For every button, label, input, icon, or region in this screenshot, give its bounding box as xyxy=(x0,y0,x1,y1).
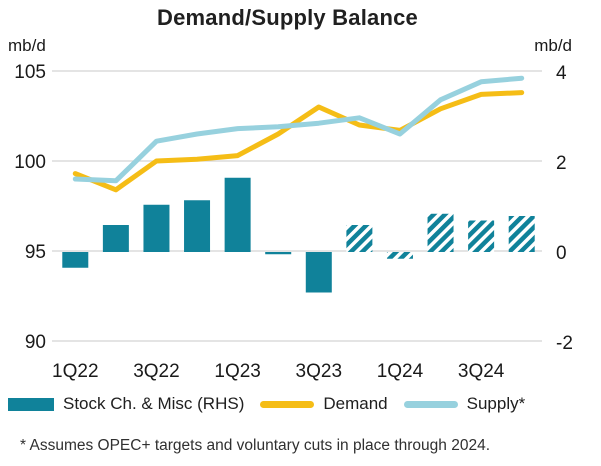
bar-3q22 xyxy=(143,204,170,252)
svg-text:4: 4 xyxy=(556,63,567,84)
legend-item-supply: Supply* xyxy=(403,394,526,414)
svg-text:100: 100 xyxy=(14,152,46,173)
demand-line-swatch-icon xyxy=(260,400,315,408)
svg-text:105: 105 xyxy=(14,62,46,83)
legend: Stock Ch. & Misc (RHS) Demand Supply* xyxy=(8,393,525,415)
plot-area: 105 100 95 90 4 2 0 -2 1Q22 3Q22 1Q23 3Q23 1Q24 3Q24 xyxy=(14,62,573,382)
svg-text:3Q24: 3Q24 xyxy=(458,361,505,382)
legend-label-stock-change: Stock Ch. & Misc (RHS) xyxy=(63,394,245,413)
svg-text:-2: -2 xyxy=(556,333,573,354)
footnote: * Assumes OPEC+ targets and voluntary cu… xyxy=(20,437,491,454)
svg-text:2: 2 xyxy=(556,153,567,174)
svg-text:0: 0 xyxy=(556,243,567,264)
svg-text:3Q22: 3Q22 xyxy=(133,361,179,382)
left-axis-unit-label: mb/d xyxy=(8,36,46,55)
bar-3q24 xyxy=(468,220,495,252)
bar-1q24 xyxy=(386,252,413,259)
supply-line-swatch-icon xyxy=(403,400,458,408)
right-axis-ticks: 4 2 0 -2 xyxy=(556,63,573,354)
bar-4q23 xyxy=(346,225,373,252)
legend-item-stock-change: Stock Ch. & Misc (RHS) xyxy=(8,394,244,414)
svg-text:90: 90 xyxy=(25,332,46,353)
legend-label-supply: Supply* xyxy=(466,394,526,413)
bars-stock-change-misc xyxy=(62,177,535,293)
line-supply xyxy=(72,75,525,184)
gridlines xyxy=(52,70,542,342)
line-demand xyxy=(72,90,525,193)
bar-1q23 xyxy=(224,177,251,252)
bar-4q22 xyxy=(184,200,211,252)
left-axis-ticks: 105 100 95 90 xyxy=(14,62,46,353)
bar-2q24 xyxy=(427,213,454,252)
svg-text:1Q22: 1Q22 xyxy=(52,361,98,382)
svg-text:1Q23: 1Q23 xyxy=(214,361,260,382)
svg-text:3Q23: 3Q23 xyxy=(296,361,342,382)
bar-1q22 xyxy=(62,252,89,268)
bar-swatch-icon xyxy=(8,397,54,411)
x-axis-ticks: 1Q22 3Q22 1Q23 3Q23 1Q24 3Q24 xyxy=(52,361,505,382)
right-axis-unit-label: mb/d xyxy=(534,36,572,55)
svg-text:95: 95 xyxy=(25,242,46,263)
bar-2q23 xyxy=(265,252,292,255)
svg-text:1Q24: 1Q24 xyxy=(377,361,424,382)
chart-title: Demand/Supply Balance xyxy=(157,5,418,30)
legend-label-demand: Demand xyxy=(323,394,388,413)
bar-4q24 xyxy=(508,216,535,252)
bar-2q22 xyxy=(102,225,129,252)
bar-3q23 xyxy=(305,252,332,293)
legend-item-demand: Demand xyxy=(260,394,388,414)
